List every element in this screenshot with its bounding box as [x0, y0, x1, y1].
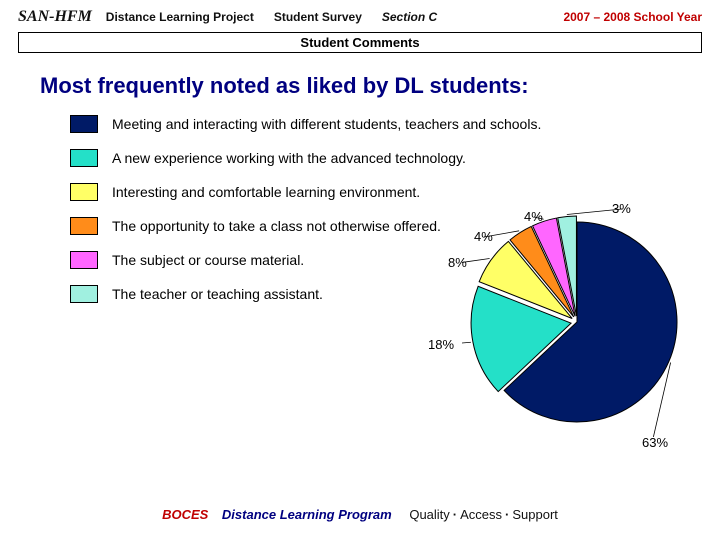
legend-label: The opportunity to take a class not othe…: [112, 218, 441, 234]
legend-swatch: [70, 251, 98, 269]
pie-slice-label: 3%: [612, 201, 631, 216]
footer-boces: BOCES: [162, 507, 208, 522]
pie-chart: 63%18%8%4%4%3%: [462, 207, 692, 437]
section-title-box: Student Comments: [18, 32, 702, 53]
legend-label: A new experience working with the advanc…: [112, 150, 466, 166]
header-row: SAN-HFM Distance Learning Project Studen…: [0, 0, 720, 30]
page-title: Most frequently noted as liked by DL stu…: [40, 73, 720, 99]
header-survey: Student Survey: [274, 10, 362, 24]
header-section: Section C: [382, 10, 437, 24]
legend-swatch: [70, 285, 98, 303]
legend-swatch: [70, 115, 98, 133]
legend-label: The subject or course material.: [112, 252, 304, 268]
legend-label: Interesting and comfortable learning env…: [112, 184, 420, 200]
footer: BOCES Distance Learning Program Quality·…: [0, 507, 720, 522]
main-content: Meeting and interacting with different s…: [0, 115, 720, 303]
legend-swatch: [70, 217, 98, 235]
footer-program: Distance Learning Program: [222, 507, 392, 522]
pie-slice-label: 4%: [474, 229, 493, 244]
org-logo-text: SAN-HFM: [18, 8, 92, 26]
legend-swatch: [70, 183, 98, 201]
pie-slice-label: 8%: [448, 255, 467, 270]
pie-slice-label: 4%: [524, 209, 543, 224]
header-year: 2007 – 2008 School Year: [563, 10, 702, 24]
legend-item: A new experience working with the advanc…: [70, 149, 720, 167]
legend-item: Meeting and interacting with different s…: [70, 115, 720, 133]
footer-tagline: Quality·Access·Support: [409, 507, 558, 522]
pie-slice-label: 18%: [428, 337, 454, 352]
legend-label: The teacher or teaching assistant.: [112, 286, 323, 302]
legend-label: Meeting and interacting with different s…: [112, 116, 541, 132]
legend-item: Interesting and comfortable learning env…: [70, 183, 720, 201]
pie-slice-label: 63%: [642, 435, 668, 450]
legend-swatch: [70, 149, 98, 167]
header-project: Distance Learning Project: [106, 10, 254, 24]
